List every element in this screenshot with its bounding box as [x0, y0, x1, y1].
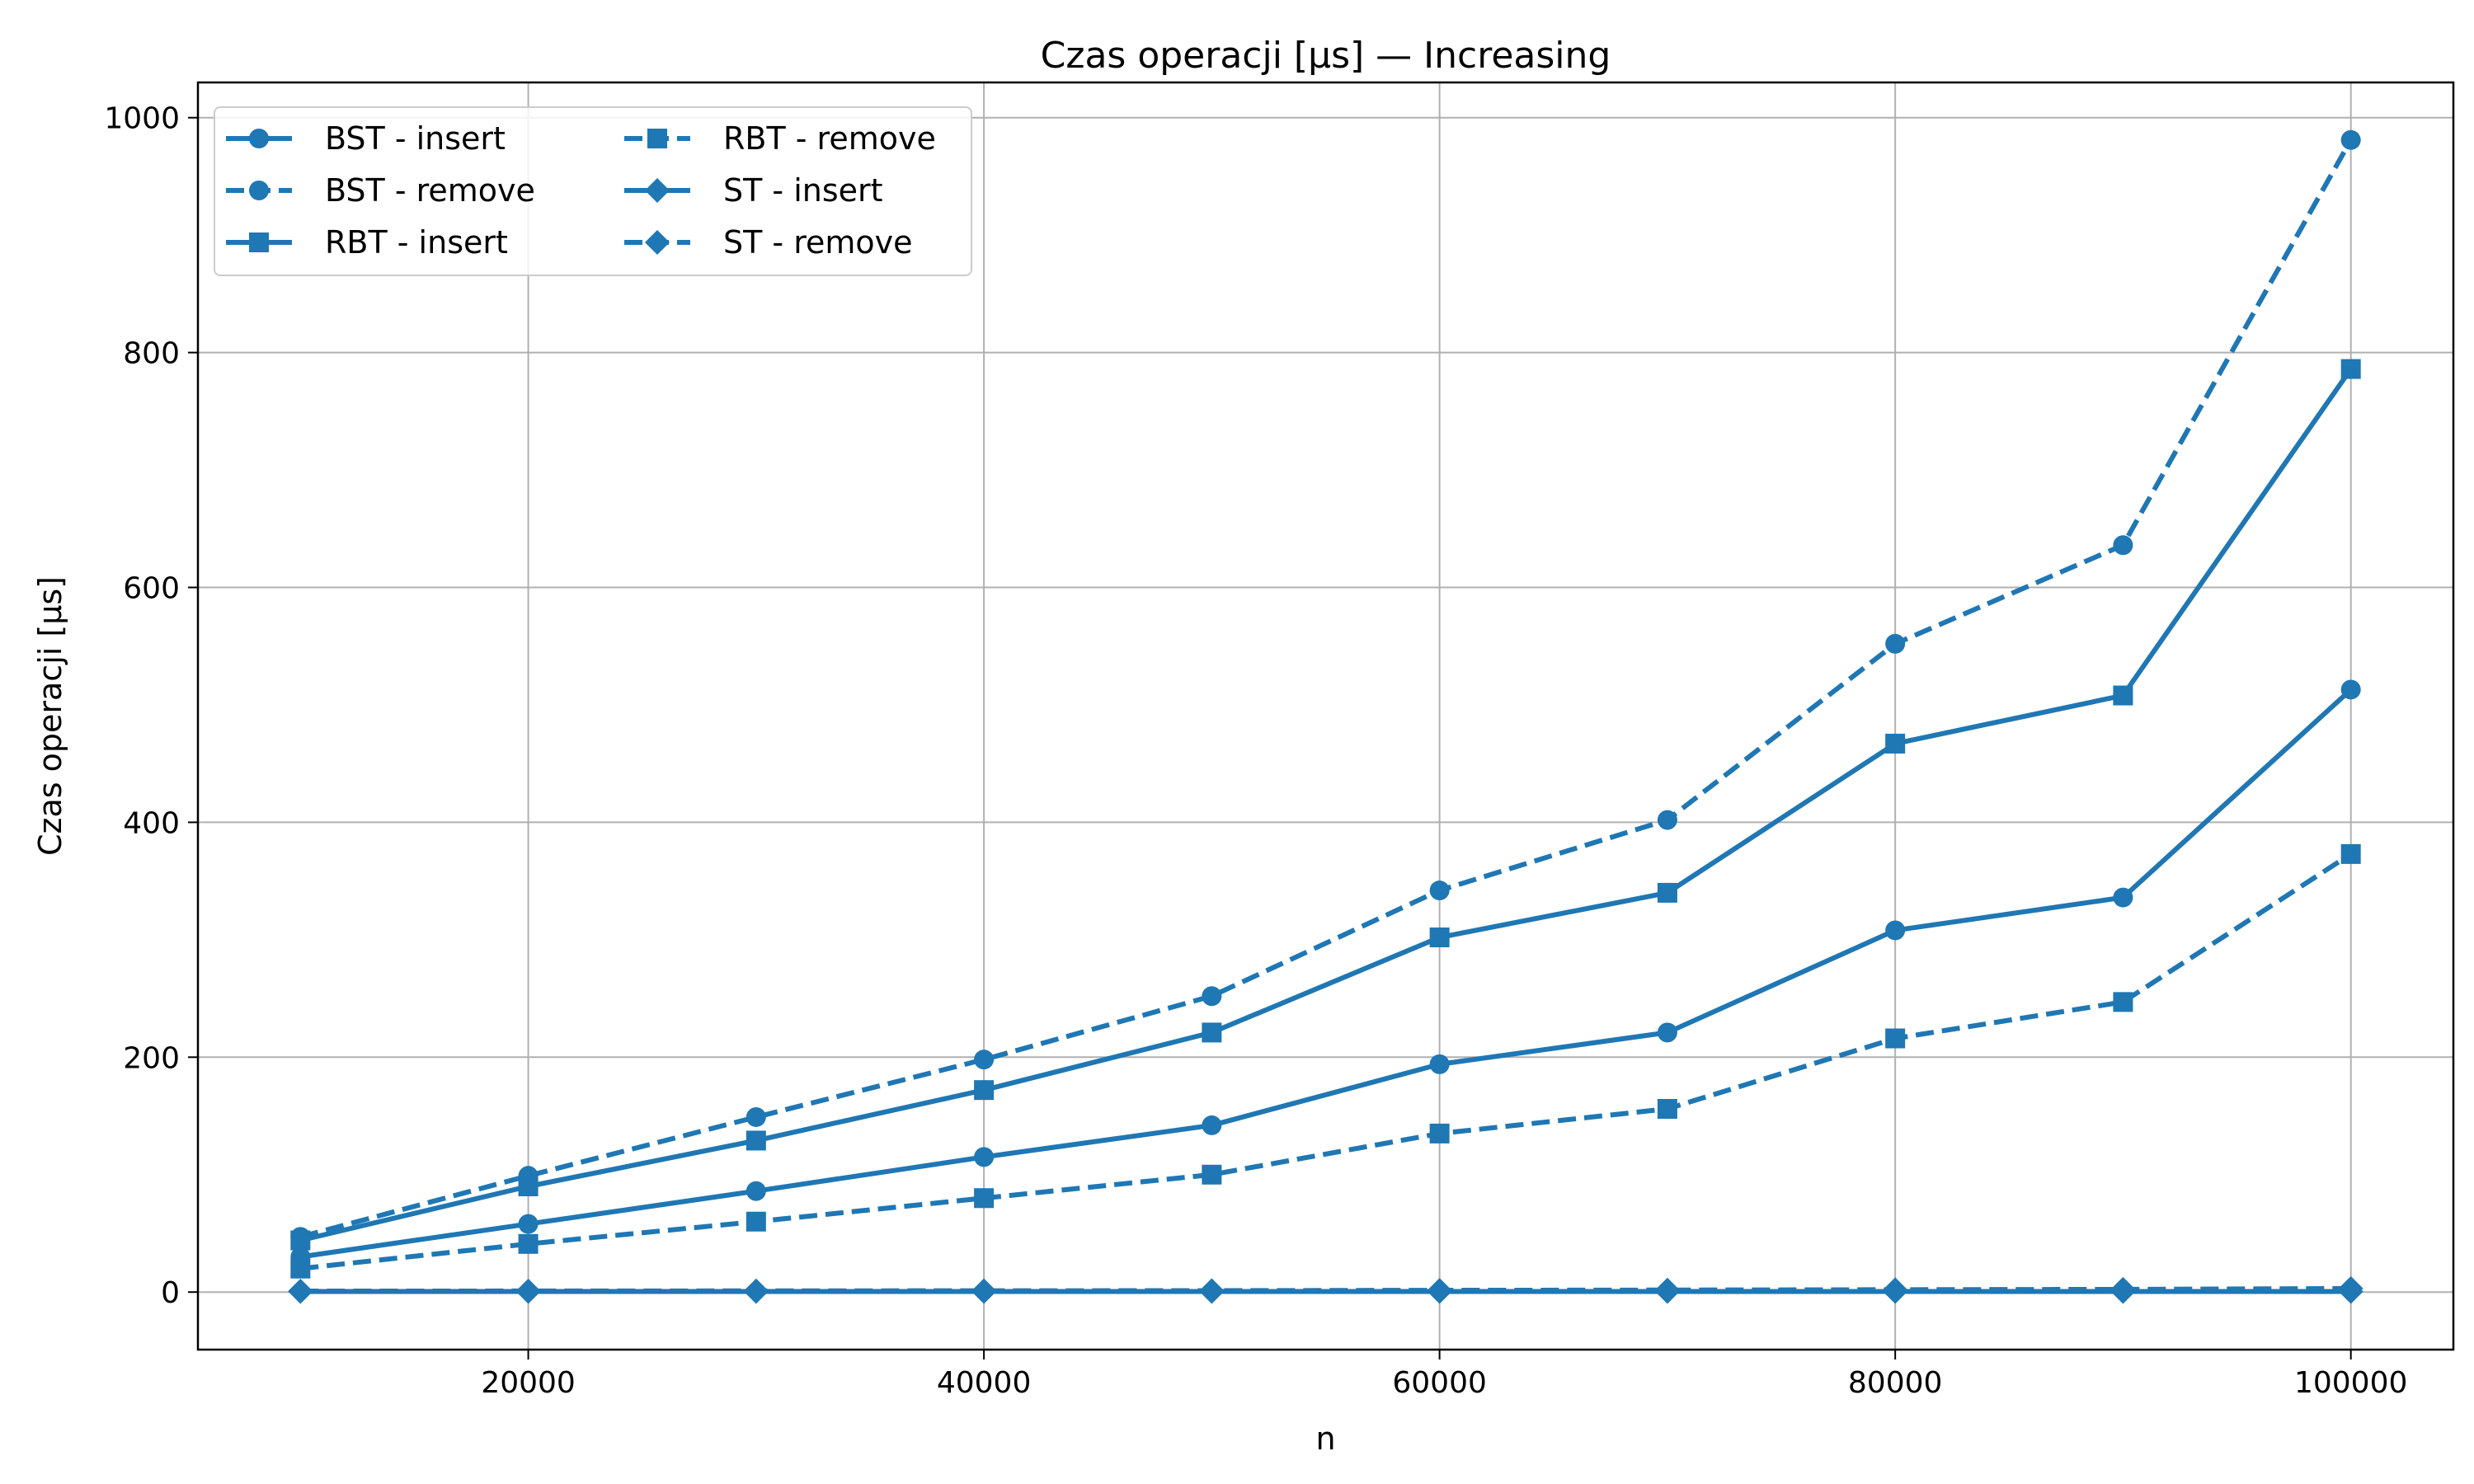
x-tick-label: 20000: [481, 1366, 576, 1400]
data-point: [2110, 1276, 2136, 1302]
x-axis-ticks: 20000 40000 60000 80000 100000: [481, 1350, 2407, 1400]
data-point: [745, 1181, 766, 1201]
data-point: [2340, 679, 2361, 700]
data-point: [745, 1106, 766, 1127]
legend-marker: [645, 230, 670, 255]
series-line: [299, 367, 2354, 1243]
data-point: [518, 1233, 539, 1254]
x-tick-label: 40000: [937, 1366, 1032, 1400]
legend-label: ST - remove: [723, 224, 913, 261]
series-bst-insert: [290, 679, 2361, 1267]
legend-label: RBT - remove: [723, 120, 936, 157]
data-point: [1657, 882, 1677, 903]
x-tick-label: 100000: [2294, 1366, 2407, 1400]
data-point: [974, 1147, 995, 1167]
data-point: [2340, 359, 2361, 379]
data-point: [2113, 992, 2133, 1012]
data-point: [1885, 733, 1906, 754]
data-point: [1202, 1022, 1222, 1043]
data-point: [2113, 535, 2133, 556]
data-point: [1202, 1115, 1222, 1135]
series-line: [299, 852, 2353, 1271]
data-point: [288, 1279, 313, 1304]
data-point: [1427, 1278, 1452, 1303]
data-point: [518, 1214, 539, 1234]
data-point: [1657, 1022, 1677, 1043]
legend-marker: [645, 178, 670, 203]
x-axis-label: n: [1315, 1421, 1335, 1457]
y-tick-label: 600: [123, 572, 180, 606]
y-axis-label: Czas operacji [µs]: [32, 576, 68, 856]
legend-label: RBT - insert: [325, 224, 508, 261]
y-tick-label: 0: [161, 1276, 180, 1310]
legend-marker: [647, 129, 667, 148]
series-st-remove: [288, 1275, 2363, 1304]
data-point: [518, 1176, 539, 1196]
data-point: [974, 1050, 995, 1070]
data-point: [1885, 633, 1906, 654]
data-point: [1885, 1028, 1906, 1049]
x-tick-label: 60000: [1392, 1366, 1487, 1400]
legend-label: BST - remove: [325, 172, 535, 209]
series-rbt-insert: [290, 359, 2361, 1251]
series-line: [299, 688, 2353, 1260]
data-point: [1429, 928, 1450, 948]
chart-title: Czas operacji [µs] — Increasing: [1041, 35, 1611, 77]
y-tick-label: 200: [123, 1041, 180, 1075]
data-point: [974, 1188, 995, 1209]
legend-label: ST - insert: [723, 172, 883, 209]
data-point: [1657, 810, 1677, 830]
data-point: [290, 1258, 311, 1279]
data-point: [290, 1230, 311, 1251]
data-point: [974, 1080, 995, 1101]
plot-frame: [196, 81, 2455, 1351]
data-point: [1199, 1278, 1225, 1303]
data-point: [971, 1278, 997, 1303]
legend-marker: [249, 232, 269, 252]
grid: [198, 82, 2453, 1350]
data-point: [1202, 986, 1222, 1007]
data-point: [743, 1278, 769, 1303]
data-point: [2338, 1275, 2363, 1301]
data-point: [1885, 920, 1906, 941]
y-tick-label: 400: [123, 806, 180, 840]
y-tick-label: 800: [123, 337, 180, 371]
data-point: [1429, 881, 1450, 901]
data-point: [1429, 1054, 1450, 1074]
y-tick-label: 1000: [104, 102, 180, 136]
data-point: [2113, 887, 2133, 908]
data-point: [1657, 1098, 1677, 1119]
data-point: [1202, 1164, 1222, 1185]
legend: BST - insert BST - remove RBT - insert RBT …: [214, 106, 972, 276]
data-point: [1654, 1277, 1680, 1303]
series-group: [288, 129, 2363, 1304]
data-point: [745, 1211, 766, 1232]
data-point: [2113, 685, 2133, 706]
data-point: [2340, 129, 2361, 150]
series-rbt-remove: [290, 843, 2361, 1279]
data-point: [515, 1278, 541, 1303]
data-point: [745, 1130, 766, 1151]
legend-marker: [249, 129, 269, 148]
data-point: [1883, 1277, 1908, 1303]
legend-label: BST - insert: [325, 120, 506, 157]
x-tick-label: 80000: [1848, 1366, 1943, 1400]
legend-box: [214, 106, 972, 276]
series-line: [299, 139, 2354, 1240]
legend-marker: [249, 181, 269, 200]
data-point: [1429, 1123, 1450, 1144]
y-axis-ticks: 0 200 400 600 800 1000: [104, 102, 198, 1310]
data-point: [2340, 843, 2361, 864]
